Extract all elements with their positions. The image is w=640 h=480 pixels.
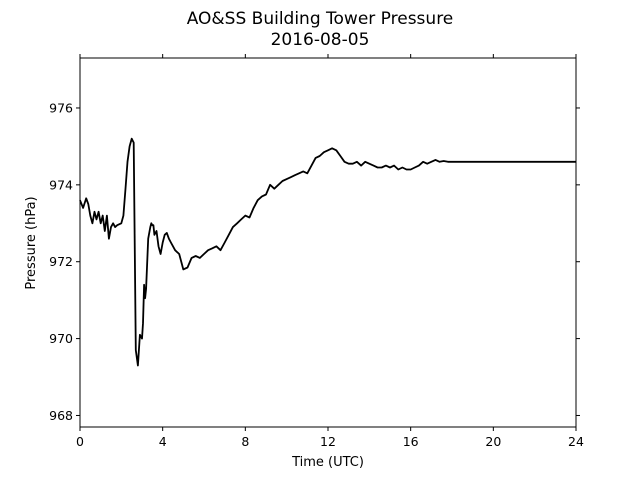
chart-title: AO&SS Building Tower Pressure bbox=[187, 9, 454, 29]
y-tick-label: 976 bbox=[49, 100, 73, 115]
x-axis-label: Time (UTC) bbox=[291, 455, 364, 470]
y-tick-label: 970 bbox=[49, 331, 73, 346]
x-tick-label: 20 bbox=[485, 434, 501, 449]
chart-subtitle: 2016-08-05 bbox=[271, 30, 370, 50]
y-axis-label: Pressure (hPa) bbox=[24, 196, 39, 289]
y-tick-label: 974 bbox=[49, 177, 73, 192]
x-axis: 0 4 8 12 16 20 24 bbox=[76, 54, 584, 449]
x-tick-label: 12 bbox=[320, 434, 336, 449]
x-tick-label: 24 bbox=[568, 434, 584, 449]
y-tick-label: 968 bbox=[49, 408, 73, 423]
x-tick-label: 4 bbox=[159, 434, 167, 449]
y-tick-label: 972 bbox=[49, 254, 73, 269]
x-tick-label: 0 bbox=[76, 434, 84, 449]
pressure-line bbox=[79, 137, 576, 367]
y-axis: 968 970 972 974 976 bbox=[49, 100, 580, 423]
x-tick-label: 8 bbox=[241, 434, 249, 449]
plot-area bbox=[79, 57, 577, 428]
x-tick-label: 16 bbox=[403, 434, 419, 449]
